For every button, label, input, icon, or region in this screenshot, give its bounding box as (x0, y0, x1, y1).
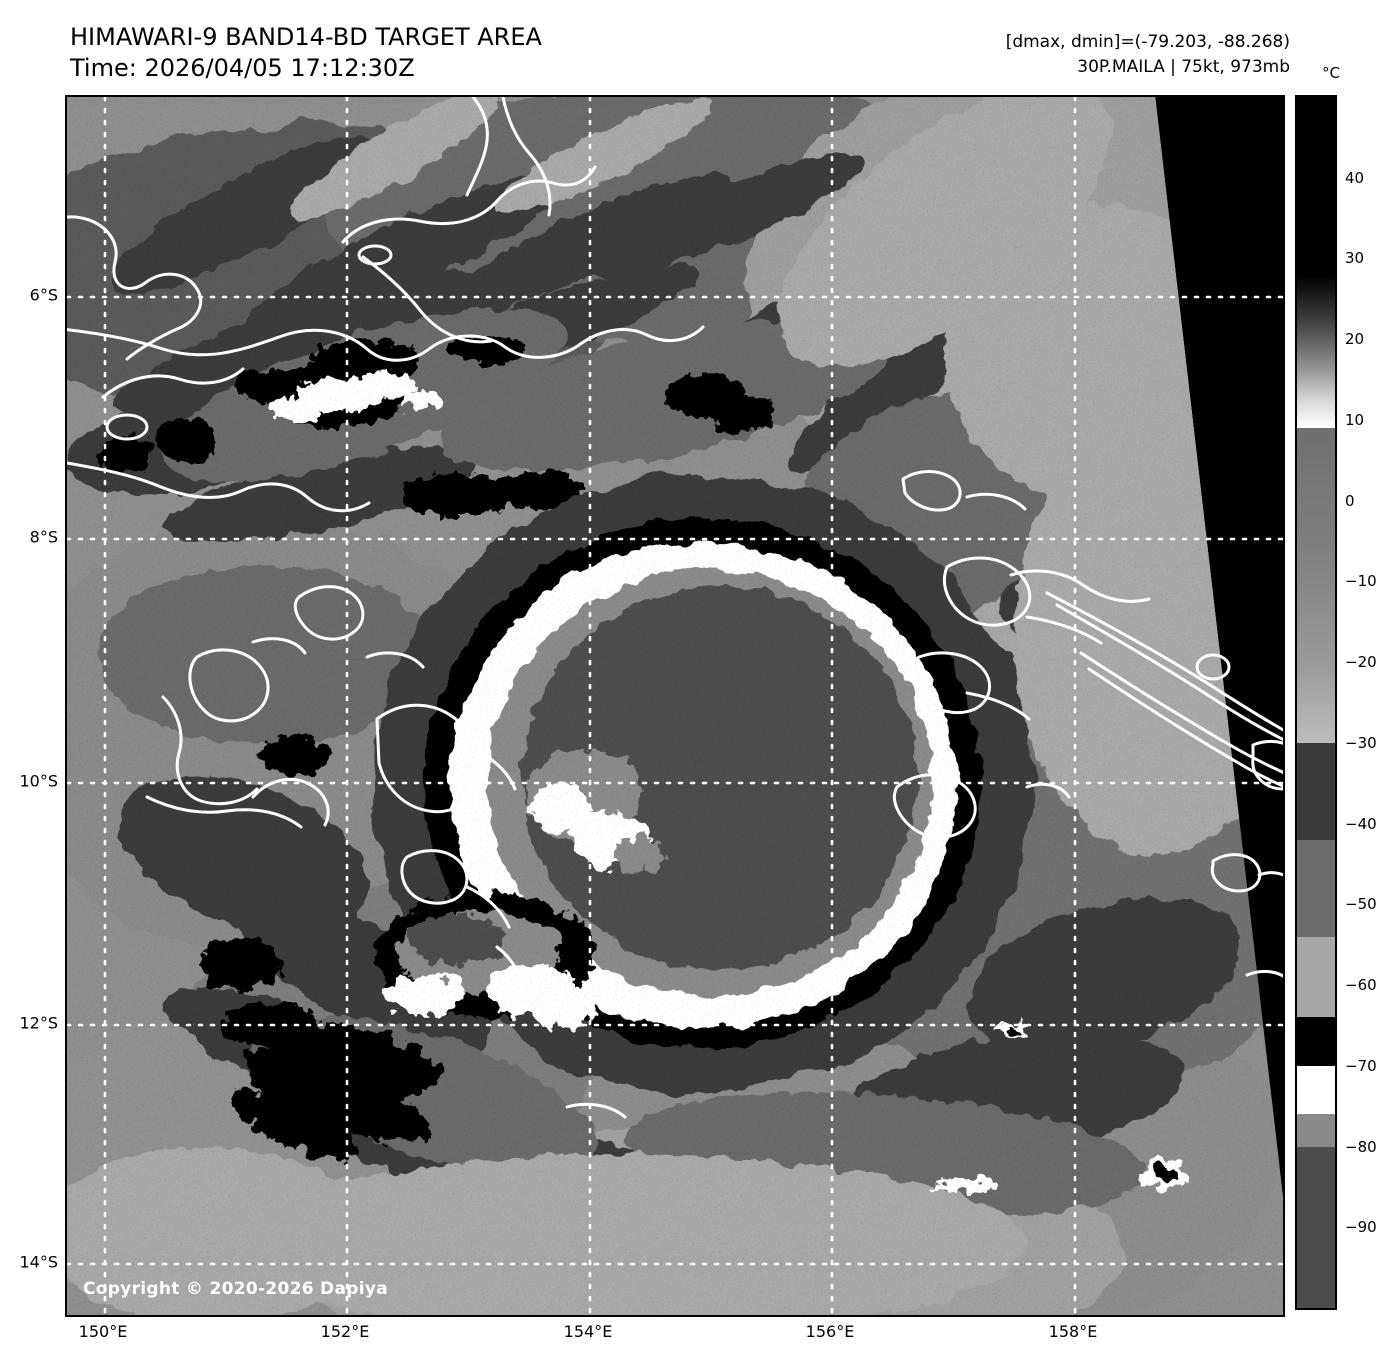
colorbar-band-28-9 (1297, 274, 1335, 428)
colorbar-band--64--70 (1297, 1017, 1335, 1066)
colorbar-tick--50: −50 (1345, 895, 1377, 914)
colorbar-band-9--30 (1297, 428, 1335, 743)
timestamp-label: Time: 2026/04/05 17:12:30Z (70, 54, 415, 82)
colorbar-band--76--80 (1297, 1114, 1335, 1147)
colorbar-tick-20: 20 (1345, 330, 1365, 349)
temperature-colorbar[interactable] (1295, 95, 1337, 1310)
colorbar-band--80--100 (1297, 1146, 1335, 1308)
page-title: HIMAWARI-9 BAND14-BD TARGET AREA (70, 23, 542, 51)
xtick-150E: 150°E (78, 1322, 128, 1341)
colorbar-tick--70: −70 (1345, 1056, 1377, 1075)
xtick-156E: 156°E (805, 1322, 855, 1341)
colorbar-band--54--64 (1297, 936, 1335, 1018)
xtick-152E: 152°E (320, 1322, 370, 1341)
xtick-154E: 154°E (563, 1322, 613, 1341)
colorbar-tick--40: −40 (1345, 814, 1377, 833)
ytick-12S: 12°S (19, 1013, 58, 1033)
ytick-14S: 14°S (19, 1252, 58, 1272)
colorbar-band--30--42 (1297, 742, 1335, 840)
colorbar-tick--80: −80 (1345, 1137, 1377, 1156)
colorbar-tick--10: −10 (1345, 572, 1377, 591)
ytick-6S: 6°S (29, 285, 58, 305)
metadata-block: [dmax, dmin]=(-79.203, -88.268) 30P.MAIL… (1006, 30, 1290, 80)
satellite-swath (67, 97, 1283, 1315)
dmax-dmin-label: [dmax, dmin]=(-79.203, -88.268) (1005, 32, 1290, 52)
colorbar-band-50-28 (1297, 97, 1335, 275)
colorbar-tick--30: −30 (1345, 733, 1377, 752)
colorbar-tick--20: −20 (1345, 653, 1377, 672)
plot-inner: Copyright © 2020-2026 Dapiya (67, 97, 1283, 1315)
swath-background (67, 97, 1283, 1315)
ytick-10S: 10°S (19, 771, 58, 791)
colorbar-tick-40: 40 (1345, 168, 1365, 187)
colorbar-tick--90: −90 (1345, 1218, 1377, 1237)
colorbar-unit-label: °C (1322, 64, 1340, 82)
storm-info-label: 30P.MAILA | 75kt, 973mb (1077, 57, 1290, 77)
colorbar-band--42--54 (1297, 839, 1335, 937)
xtick-158E: 158°E (1048, 1322, 1098, 1341)
colorbar-tick-30: 30 (1345, 249, 1365, 268)
colorbar-band--70--76 (1297, 1065, 1335, 1115)
colorbar-tick--60: −60 (1345, 976, 1377, 995)
copyright-label: Copyright © 2020-2026 Dapiya (83, 1279, 388, 1299)
title-block: HIMAWARI-9 BAND14-BD TARGET AREA Time: 2… (70, 22, 542, 84)
colorbar-tick-10: 10 (1345, 410, 1365, 429)
satellite-image-plot[interactable]: Copyright © 2020-2026 Dapiya (65, 95, 1285, 1317)
ytick-8S: 8°S (29, 527, 58, 547)
colorbar-tick-0: 0 (1345, 491, 1355, 510)
